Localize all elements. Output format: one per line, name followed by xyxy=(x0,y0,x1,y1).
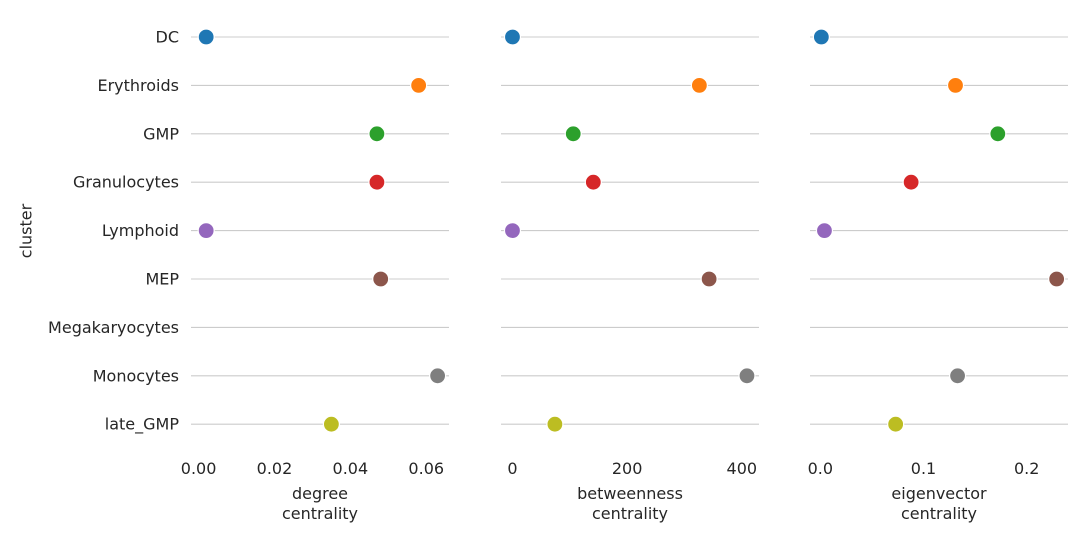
x-tick-label: 0.2 xyxy=(1014,459,1039,478)
data-point xyxy=(564,125,582,143)
x-tick-label: 0 xyxy=(507,459,517,478)
data-point xyxy=(690,76,708,95)
x-tick-label: 0.1 xyxy=(911,459,936,478)
data-point xyxy=(700,270,718,288)
y-tick-label: Monocytes xyxy=(93,366,179,385)
x-tick-label: 200 xyxy=(612,459,643,478)
y-tick-label: GMP xyxy=(143,124,179,143)
data-point xyxy=(887,415,905,433)
y-tick-label: MEP xyxy=(145,270,179,289)
x-tick-label: 400 xyxy=(727,459,758,478)
y-tick-label: late_GMP xyxy=(105,415,180,435)
data-point xyxy=(546,415,564,433)
x-axis-title: centrality xyxy=(592,504,668,523)
x-axis-title: degree xyxy=(292,484,348,503)
y-tick-label: Erythroids xyxy=(97,76,179,95)
y-axis-title: cluster xyxy=(17,203,36,258)
x-tick-label: 0.02 xyxy=(257,459,293,478)
data-point xyxy=(368,125,386,143)
data-point xyxy=(812,28,830,46)
data-point xyxy=(322,415,340,433)
data-point xyxy=(197,222,215,240)
data-point xyxy=(372,270,390,288)
data-point xyxy=(989,125,1007,143)
data-point xyxy=(902,173,920,191)
data-point xyxy=(946,76,965,95)
y-tick-label: Lymphoid xyxy=(102,221,179,240)
x-axis-title: betweenness xyxy=(577,484,683,503)
data-point xyxy=(410,76,428,95)
data-point xyxy=(584,173,602,191)
y-tick-label: Granulocytes xyxy=(73,173,179,192)
data-point xyxy=(368,173,386,191)
x-tick-label: 0.0 xyxy=(808,459,833,478)
data-point xyxy=(197,28,215,46)
data-point xyxy=(948,367,967,385)
x-axis-title: centrality xyxy=(901,504,977,523)
x-tick-label: 0.06 xyxy=(408,459,444,478)
y-tick-label: Megakaryocytes xyxy=(48,318,179,337)
data-point xyxy=(503,28,522,46)
x-tick-label: 0.00 xyxy=(181,459,217,478)
data-point xyxy=(503,222,522,240)
x-axis-title: centrality xyxy=(282,504,358,523)
x-axis-title: eigenvector xyxy=(891,484,987,503)
data-point xyxy=(429,367,447,385)
x-tick-label: 0.04 xyxy=(333,459,369,478)
data-point xyxy=(815,222,834,240)
data-point xyxy=(738,367,756,385)
data-point xyxy=(1048,270,1066,288)
y-tick-label: DC xyxy=(156,28,180,47)
